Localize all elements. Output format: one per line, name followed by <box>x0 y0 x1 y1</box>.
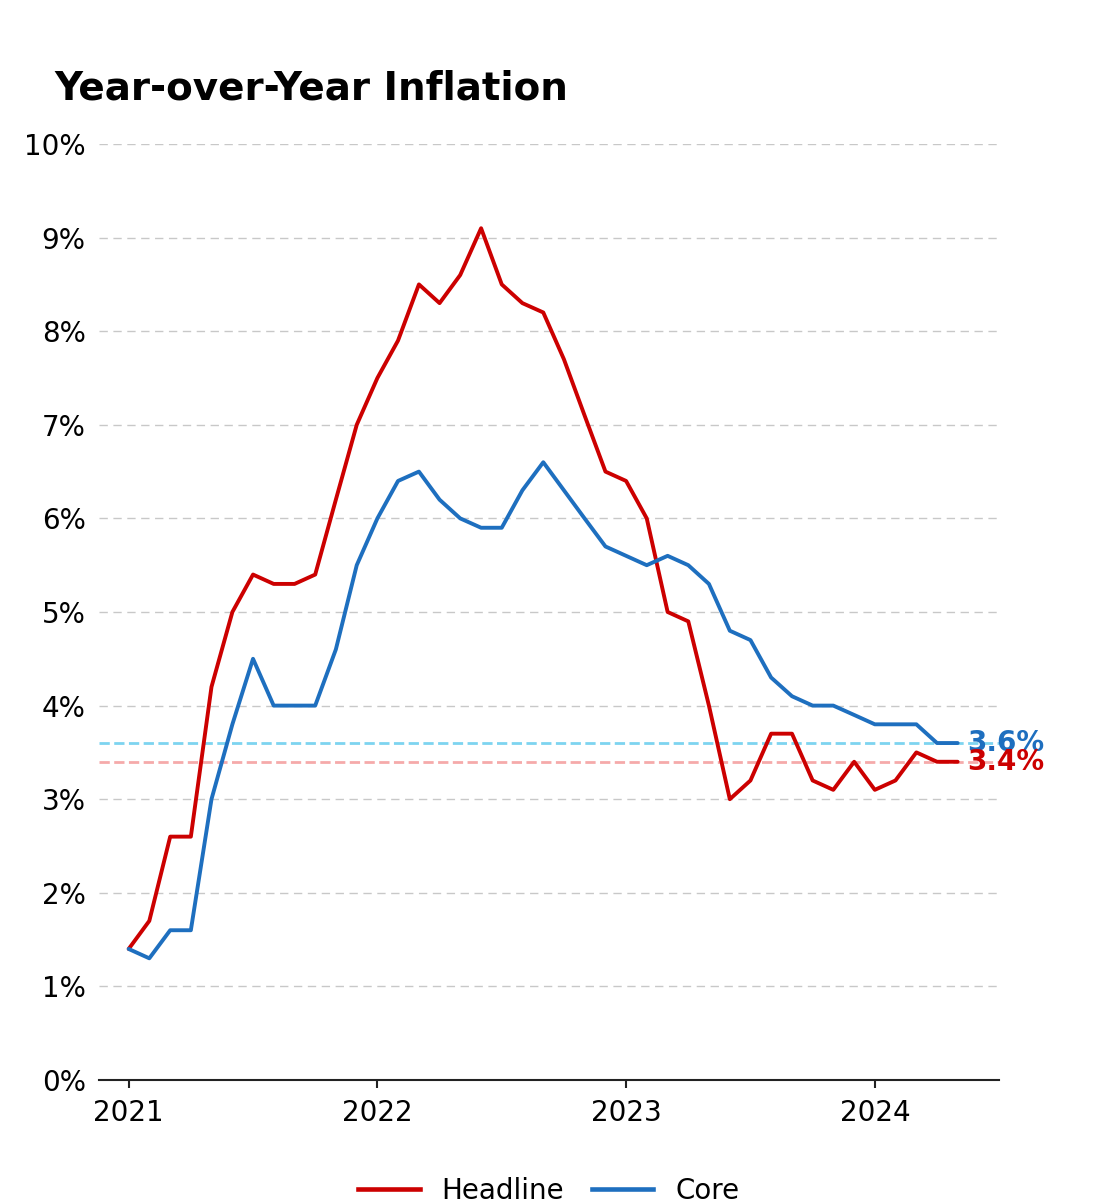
Legend: Headline, Core: Headline, Core <box>347 1165 751 1200</box>
Text: Year-over-Year Inflation: Year-over-Year Inflation <box>55 70 569 108</box>
Text: 3.4%: 3.4% <box>967 748 1044 775</box>
Text: 3.6%: 3.6% <box>967 730 1044 757</box>
